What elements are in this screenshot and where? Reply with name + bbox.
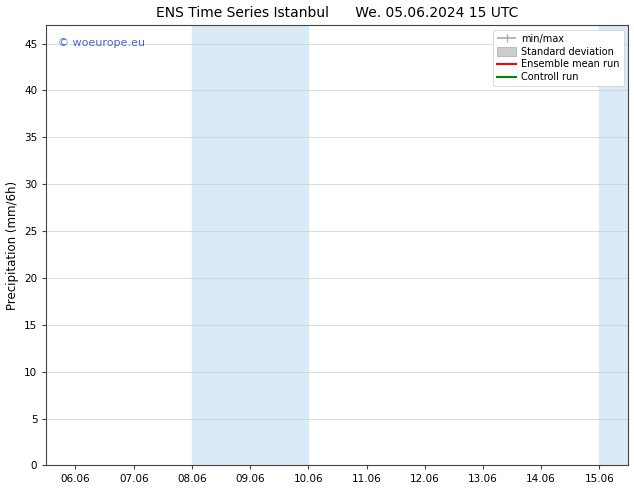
Bar <box>614 25 628 465</box>
Bar <box>599 25 614 465</box>
Bar <box>192 25 308 465</box>
Title: ENS Time Series Istanbul      We. 05.06.2024 15 UTC: ENS Time Series Istanbul We. 05.06.2024 … <box>156 5 519 20</box>
Text: © woeurope.eu: © woeurope.eu <box>58 38 145 48</box>
Y-axis label: Precipitation (mm/6h): Precipitation (mm/6h) <box>6 181 18 310</box>
Legend: min/max, Standard deviation, Ensemble mean run, Controll run: min/max, Standard deviation, Ensemble me… <box>493 30 624 86</box>
